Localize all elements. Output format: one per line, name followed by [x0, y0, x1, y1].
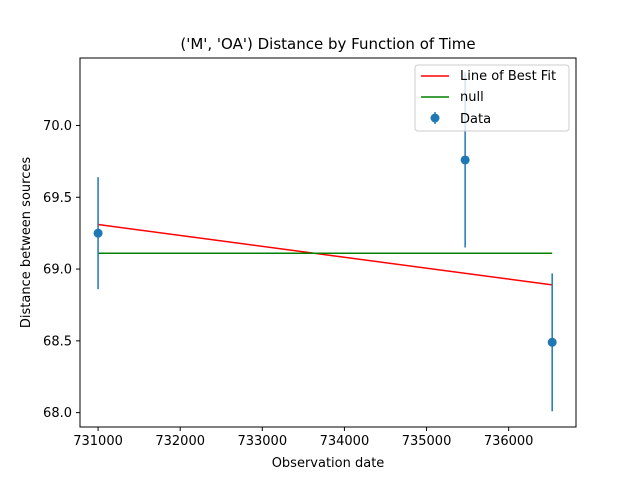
x-tick-label: 735000 — [402, 434, 452, 449]
x-tick-label: 732000 — [155, 434, 205, 449]
data-point — [460, 155, 470, 165]
x-axis-ticks: 731000 732000 733000 734000 735000 736000 — [73, 427, 533, 449]
y-tick-label: 70.0 — [43, 119, 72, 134]
y-axis-label: Distance between sources — [19, 157, 34, 328]
data-point — [93, 228, 103, 238]
x-tick-label: 733000 — [237, 434, 287, 449]
data-point — [547, 337, 557, 347]
x-tick-label: 734000 — [320, 434, 370, 449]
axes-frame — [79, 57, 577, 428]
chart-title: ('M', 'OA') Distance by Function of Time — [180, 35, 475, 53]
x-axis-label: Observation date — [272, 456, 385, 471]
y-axis-ticks: 68.0 68.5 69.0 69.5 70.0 — [43, 119, 80, 421]
legend: Line of Best Fit null Data — [414, 64, 570, 132]
legend-swatch-data-marker — [430, 113, 440, 123]
x-tick-label: 731000 — [73, 434, 123, 449]
series-line-line-of-best-fit — [97, 223, 553, 286]
y-tick-label: 69.0 — [43, 263, 72, 278]
y-tick-label: 69.5 — [43, 191, 72, 206]
legend-box — [414, 64, 570, 132]
y-tick-label: 68.0 — [43, 406, 72, 421]
legend-label-data: Data — [460, 112, 491, 127]
y-tick-label: 68.5 — [43, 334, 72, 349]
legend-label-best-fit: Line of Best Fit — [460, 69, 556, 84]
legend-label-null: null — [460, 90, 484, 105]
x-tick-label: 736000 — [484, 434, 534, 449]
